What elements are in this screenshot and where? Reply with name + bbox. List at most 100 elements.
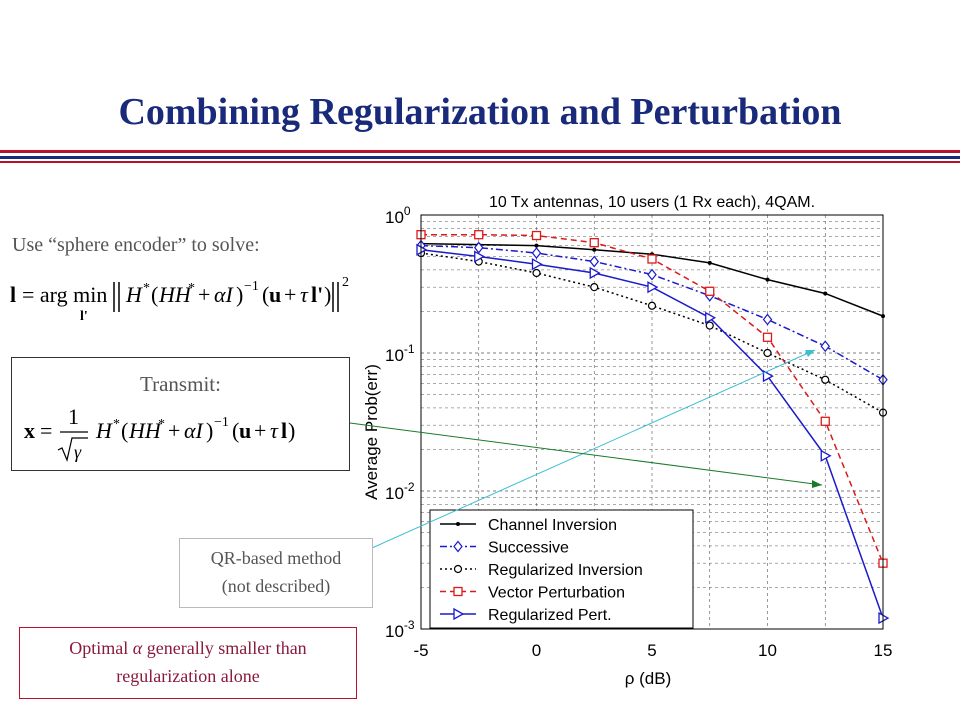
transmit-callout-arrow: [349, 422, 823, 486]
optimal-line-1: Optimal α generally smaller than: [20, 634, 356, 662]
optimal-line-2: regularization alone: [116, 666, 260, 686]
svg-text:(: (: [232, 418, 239, 443]
svg-text:2: 2: [342, 275, 349, 290]
y-tick-label: 10-2: [385, 480, 415, 503]
legend-label: Regularized Pert.: [488, 607, 612, 624]
series-point: [532, 268, 541, 278]
x-tick-label: 5: [647, 641, 656, 660]
x-tick-label: -5: [413, 641, 428, 660]
optimal-alpha-note: Optimal α generally smaller than regular…: [19, 627, 357, 699]
svg-text:(: (: [262, 282, 269, 307]
series-point: [453, 607, 465, 621]
series-point: [589, 238, 599, 248]
series-point: [589, 266, 601, 280]
series-point: [531, 230, 542, 241]
sphere-encoder-text: Use “sphere encoder” to solve:: [12, 234, 260, 256]
chart-legend: Channel Inversion Successive Regularized I…: [429, 509, 694, 629]
svg-text:(: (: [121, 418, 128, 443]
chart-ticks: -5 0 5 10 15 100 10-1 10-2 10-3: [385, 204, 892, 660]
legend-label: Successive: [488, 540, 569, 557]
series-point: [705, 286, 715, 296]
qr-callout-arrow: [371, 349, 816, 549]
legend-box: [429, 509, 694, 629]
qr-line-2: (not described): [221, 576, 331, 596]
transmit-box: Transmit: x = 1 γ H * ( HH * + αI ) −1 (…: [11, 357, 350, 471]
svg-text:*: *: [143, 281, 150, 296]
series-point: [762, 332, 773, 342]
series-point: [705, 311, 717, 324]
svg-text:HH: HH: [158, 282, 192, 307]
title-rule-red-thin: [0, 161, 960, 163]
y-axis-label: Average Prob(err): [362, 364, 381, 500]
plot-frame: [420, 214, 884, 630]
svg-text:αI: αI: [214, 282, 235, 307]
title-rule-red: [0, 150, 960, 153]
svg-text:*: *: [158, 417, 165, 432]
transmit-callout-arrowhead: [812, 480, 822, 488]
series-point: [592, 247, 597, 252]
series-point: [453, 564, 463, 574]
title-rule-blue: [0, 156, 960, 159]
x-tick-label: 10: [758, 641, 777, 660]
svg-text:+: +: [284, 282, 296, 307]
optimal-suffix: generally smaller than: [146, 638, 307, 658]
x-axis-label: ρ (dB): [625, 669, 672, 688]
chart-title: 10 Tx antennas, 10 users (1 Rx each), 4Q…: [489, 194, 815, 211]
series-point: [820, 416, 830, 426]
x-tick-label: 0: [532, 641, 541, 660]
svg-text:x: x: [24, 418, 35, 443]
legend-label: Channel Inversion: [488, 517, 617, 534]
svg-text:*: *: [113, 417, 120, 432]
argmin-formula: l = arg min l' H * ( HH * + αI ) −1 ( u …: [10, 275, 349, 324]
svg-text:γ: γ: [74, 442, 82, 462]
svg-text:+: +: [254, 418, 266, 443]
svg-text:l': l': [311, 282, 323, 307]
series-point: [534, 243, 539, 248]
svg-text:+: +: [168, 418, 180, 443]
svg-text:u: u: [269, 282, 281, 307]
transmit-formula: x = 1 γ H * ( HH * + αI ) −1 ( u + τ l ): [24, 404, 295, 462]
svg-text:−1: −1: [244, 279, 259, 294]
alpha-symbol: α: [132, 638, 143, 658]
svg-text:= arg min: = arg min: [22, 282, 107, 307]
series-point: [647, 281, 659, 294]
slide-title: Combining Regularization and Perturbatio…: [118, 91, 842, 133]
svg-text:1: 1: [68, 404, 79, 429]
series-point: [823, 291, 828, 296]
svg-text:l': l': [80, 309, 88, 324]
svg-text:): ): [288, 418, 295, 443]
transmit-label: Transmit:: [140, 372, 221, 396]
legend-label: Vector Perturbation: [488, 585, 625, 602]
series-point: [762, 313, 773, 326]
series-point: [707, 260, 712, 265]
series-point: [473, 241, 484, 254]
series-point: [647, 268, 657, 281]
series-point: [474, 230, 484, 240]
series-point: [763, 348, 772, 358]
series-point: [820, 449, 832, 462]
x-tick-label: 15: [874, 641, 893, 660]
series-point: [762, 370, 774, 383]
qr-method-note: QR-based method (not described): [179, 538, 373, 608]
svg-text:): ): [236, 282, 243, 307]
svg-text:): ): [206, 418, 213, 443]
qr-line-1: QR-based method: [210, 548, 342, 568]
svg-text:l: l: [10, 282, 16, 307]
svg-text:): ): [324, 282, 331, 307]
series-point: [589, 255, 600, 268]
series-point: [821, 375, 830, 384]
series-point: [705, 321, 714, 330]
y-tick-label: 10-1: [385, 342, 415, 365]
series-point: [453, 586, 463, 597]
series-point: [647, 301, 657, 310]
svg-text:(: (: [151, 282, 158, 307]
svg-text:−1: −1: [214, 415, 229, 430]
svg-text:τ: τ: [270, 418, 279, 443]
svg-text:HH: HH: [128, 418, 162, 443]
svg-text:l: l: [281, 418, 287, 443]
series-point: [474, 250, 486, 263]
series-point: [820, 340, 831, 353]
svg-text:+: +: [198, 282, 210, 307]
series-point: [765, 277, 770, 282]
